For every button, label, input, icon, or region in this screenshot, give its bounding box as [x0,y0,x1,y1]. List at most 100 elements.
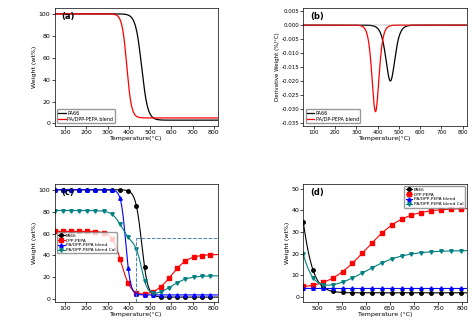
Legend: PA66, DPP-PEPA, PA/DPP-PEPA blend, PA/DPP-PEPA blend Cal: PA66, DPP-PEPA, PA/DPP-PEPA blend, PA/DP… [57,232,117,254]
PA/DP-PEPA blend [429,23,435,27]
PA/DPP-PEPA blend [215,116,221,120]
PA66 [210,295,216,299]
PA66 [215,295,221,299]
PA/DP-PEPA blend [376,82,382,86]
Legend: PA66, DPP-PEPA, PA/DPP-PEPA blend, PA/DPP-PEPA blend Cal: PA66, DPP-PEPA, PA/DPP-PEPA blend, PA/DP… [404,187,465,208]
PA/DPP-PEPA blend [317,286,323,290]
PA/DP-PEPA blend [464,23,470,27]
PA/DPP-PEPA blend [127,277,133,281]
PA/DP-PEPA blend [380,37,386,41]
DPP-PEPA [317,281,323,285]
PA/DPP-PEPA blend [127,93,133,97]
DPP-PEPA [215,253,221,257]
DPP-PEPA [366,244,372,248]
PA/DPP-PEPA blend Cal [428,250,434,254]
PA66 [181,118,186,122]
DPP-PEPA [210,253,216,257]
X-axis label: Temperature(°C): Temperature(°C) [110,312,163,317]
PA/DP-PEPA blend [309,23,314,27]
Legend: PA66, PA/DP-PEPA blend: PA66, PA/DP-PEPA blend [306,109,360,123]
PA/DPP-PEPA blend Cal [373,264,378,268]
DPP-PEPA [140,292,146,296]
PA/DP-PEPA blend [301,23,306,27]
PA66 [210,118,216,122]
DPP-PEPA [131,289,137,293]
PA/DPP-PEPA blend Cal [131,243,137,247]
PA66 [459,23,465,27]
Y-axis label: Weight (wt%): Weight (wt%) [32,46,37,88]
PA/DPP-PEPA blend [464,286,470,290]
PA/DPP-PEPA blend [428,286,434,290]
Legend: PA66, PA/DPP-PEPA blend: PA66, PA/DPP-PEPA blend [57,109,115,123]
PA66 [464,291,470,295]
PA/DPP-PEPA blend [181,116,186,120]
PA/DPP-PEPA blend Cal [152,291,157,295]
PA66 [210,118,216,122]
PA66 [131,20,137,24]
DPP-PEPA [52,229,57,233]
PA66 [309,23,314,27]
Text: (d): (d) [310,188,324,197]
PA/DPP-PEPA blend Cal [464,249,470,253]
PA66 [413,291,419,295]
PA/DPP-PEPA blend [60,188,66,192]
PA/DPP-PEPA blend Cal [52,209,57,213]
PA/DPP-PEPA blend [366,286,372,290]
DPP-PEPA [127,284,133,288]
PA/DPP-PEPA blend Cal [210,274,216,278]
PA/DPP-PEPA blend [373,286,378,290]
PA/DPP-PEPA blend Cal [60,209,66,213]
PA66 [215,118,221,122]
Y-axis label: Derivative Weight (%/°C): Derivative Weight (%/°C) [275,32,280,102]
Line: PA/DPP-PEPA blend: PA/DPP-PEPA blend [301,287,469,290]
PA/DP-PEPA blend [459,23,465,27]
Y-axis label: Weight (wt%): Weight (wt%) [285,222,290,264]
PA66 [428,291,434,295]
DPP-PEPA [431,208,437,212]
DPP-PEPA [60,229,66,233]
PA66 [127,14,133,18]
PA/DPP-PEPA blend [131,290,137,294]
Y-axis label: Weight (wt%): Weight (wt%) [32,222,37,264]
PA66 [464,23,470,27]
DPP-PEPA [413,212,419,216]
PA/DPP-PEPA blend [181,293,186,297]
PA66 [375,27,381,31]
Text: (a): (a) [61,12,74,21]
PA66 [60,188,66,192]
DPP-PEPA [301,284,306,288]
DPP-PEPA [428,209,434,213]
PA/DPP-PEPA blend Cal [215,274,221,278]
X-axis label: Temperature(°C): Temperature(°C) [110,136,163,141]
PA66 [181,295,186,299]
PA/DPP-PEPA blend [52,188,57,192]
PA66 [380,39,386,43]
PA/DPP-PEPA blend Cal [431,250,437,254]
PA/DPP-PEPA blend [413,286,419,290]
PA66 [131,196,137,200]
PA/DPP-PEPA blend [215,293,220,297]
DPP-PEPA [210,253,216,257]
PA/DPP-PEPA blend [431,286,437,290]
PA66 [60,12,66,16]
DPP-PEPA [464,207,470,211]
PA66 [429,23,435,27]
PA/DPP-PEPA blend Cal [301,252,306,256]
Line: PA/DPP-PEPA blend: PA/DPP-PEPA blend [53,188,220,297]
PA66 [459,23,465,27]
PA/DPP-PEPA blend Cal [325,283,330,287]
PA/DPP-PEPA blend Cal [317,282,323,286]
PA/DPP-PEPA blend Cal [413,251,419,255]
Line: PA/DPP-PEPA blend: PA/DPP-PEPA blend [55,14,218,118]
Text: (b): (b) [310,12,324,21]
PA66 [373,291,378,295]
PA/DPP-PEPA blend [131,112,137,116]
PA/DP-PEPA blend [459,23,465,27]
PA/DP-PEPA blend [373,110,378,114]
X-axis label: Temperature(°C): Temperature(°C) [359,136,411,141]
PA/DPP-PEPA blend Cal [181,278,186,282]
Line: DPP-PEPA: DPP-PEPA [53,229,220,296]
PA/DP-PEPA blend [460,23,466,27]
Line: PA/DP-PEPA blend: PA/DP-PEPA blend [303,25,467,112]
PA/DPP-PEPA blend [210,116,216,120]
